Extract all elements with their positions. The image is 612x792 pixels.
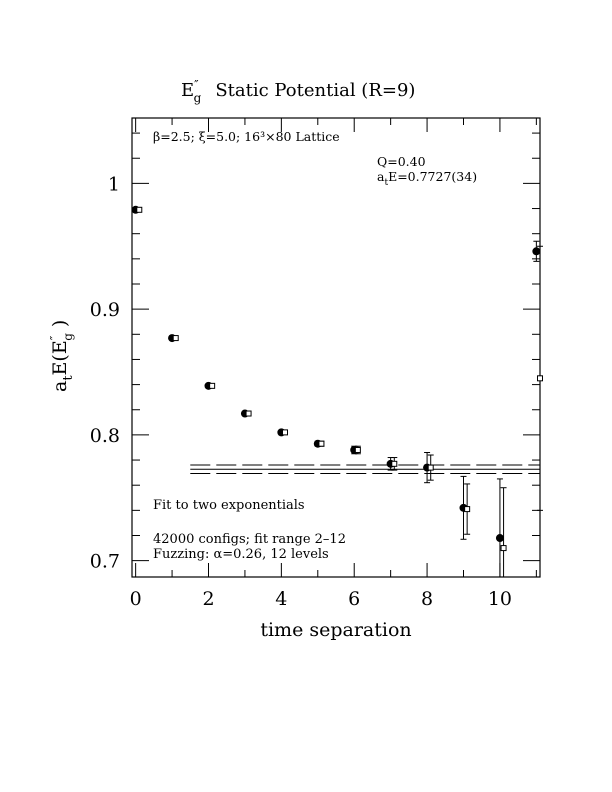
title-prime: ″ <box>194 78 199 92</box>
y-tick-label: 0.7 <box>90 551 120 573</box>
fit-band <box>190 464 540 475</box>
ylabel-sub-g: g <box>61 333 75 341</box>
data-points <box>131 205 543 577</box>
chart-title: E″ g Static Potential (R=9) <box>181 78 415 105</box>
energy-prefix: a <box>377 169 385 184</box>
data-point-square <box>245 410 252 417</box>
x-tick-label: 10 <box>488 588 512 610</box>
data-point-square <box>427 464 434 471</box>
y-tick-label: 0.8 <box>90 425 120 447</box>
lattice-annotation: β=2.5; ξ=5.0; 16³×80 Lattice <box>153 129 340 144</box>
x-tick-label: 0 <box>130 588 142 610</box>
x-tick-labels: 0 2 4 6 8 10 <box>130 588 512 610</box>
title-rest: Static Potential (R=9) <box>215 80 415 101</box>
data-point-square <box>136 206 143 213</box>
x-tick-label: 6 <box>348 588 360 610</box>
y-tick-label: 1 <box>108 173 120 195</box>
q-annotation: Q=0.40 <box>377 154 426 169</box>
ylabel-mid: E(E <box>49 340 71 375</box>
y-axis-label: atE(E″g) <box>48 320 76 392</box>
x-tick-label: 2 <box>202 588 214 610</box>
data-point-square <box>209 382 216 389</box>
x-axis-label: time separation <box>260 619 411 641</box>
data-point-square <box>500 545 507 552</box>
data-point-square <box>318 440 325 447</box>
x-tick-label: 4 <box>275 588 287 610</box>
data-point-square <box>464 506 471 513</box>
energy-annotation: atE=0.7727(34) <box>377 169 477 188</box>
energy-subscript: t <box>384 178 388 188</box>
data-point-square <box>537 375 543 382</box>
fit-note: Fit to two exponentials <box>153 498 305 513</box>
data-point-square <box>354 446 361 453</box>
axis-ticks <box>132 118 540 577</box>
configs-note: 42000 configs; fit range 2–12 <box>153 532 346 547</box>
ylabel-end: ) <box>49 320 71 327</box>
y-tick-label: 0.9 <box>90 299 120 321</box>
x-tick-label: 8 <box>421 588 433 610</box>
data-point-circle <box>532 247 541 256</box>
data-point-square <box>172 335 179 342</box>
data-point-square <box>282 429 288 436</box>
ylabel-a: a <box>49 381 71 392</box>
fuzzing-note: Fuzzing: α=0.26, 12 levels <box>153 547 329 562</box>
ylabel-prime: ″ <box>48 335 62 340</box>
y-tick-labels: 0.7 0.8 0.9 1 <box>90 173 120 572</box>
title-subscript: g <box>194 91 202 105</box>
data-point-circle <box>495 534 504 543</box>
data-point-square <box>391 460 398 467</box>
energy-value: E=0.7727(34) <box>388 169 477 184</box>
title-main: E <box>181 80 194 101</box>
ylabel-sub-t: t <box>61 375 76 381</box>
